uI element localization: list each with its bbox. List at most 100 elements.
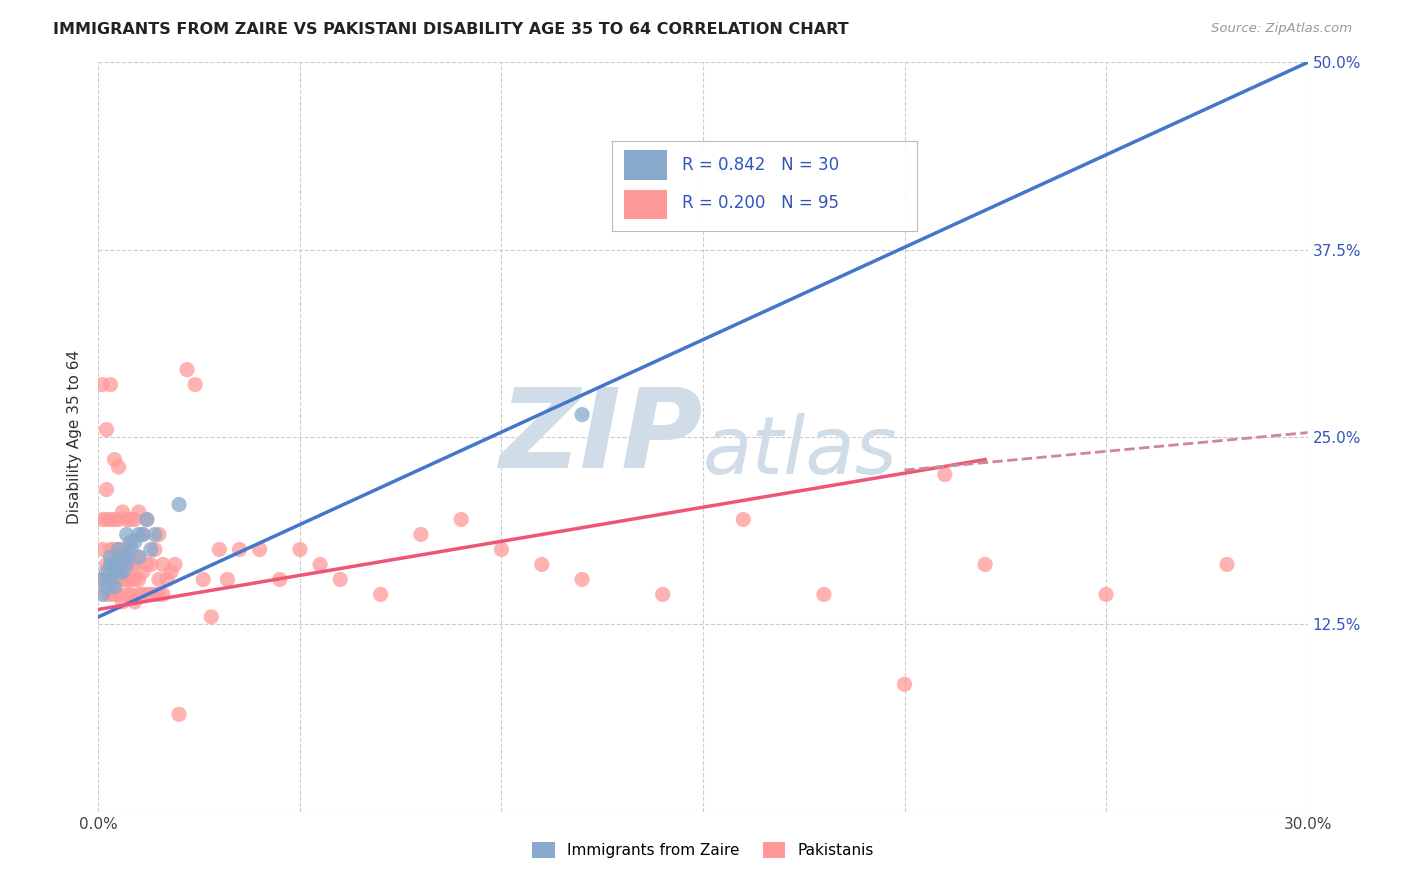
- Point: [96, 512, 118, 526]
- Point: [100, 512, 122, 526]
- Point: [115, 512, 138, 526]
- Point: [571, 408, 593, 422]
- Point: [115, 527, 138, 541]
- Point: [100, 558, 122, 572]
- Point: [651, 587, 673, 601]
- Point: [370, 587, 392, 601]
- Point: [200, 610, 222, 624]
- Point: [103, 558, 125, 572]
- Point: [103, 580, 125, 594]
- Point: [148, 587, 170, 601]
- Point: [156, 573, 179, 587]
- Point: [711, 161, 734, 175]
- Point: [111, 542, 134, 557]
- Point: [733, 512, 755, 526]
- Point: [115, 573, 138, 587]
- Text: ZIP: ZIP: [499, 384, 703, 491]
- Point: [217, 573, 239, 587]
- Point: [269, 573, 291, 587]
- Point: [176, 362, 198, 376]
- Point: [148, 527, 170, 541]
- Text: atlas: atlas: [703, 413, 898, 491]
- Point: [135, 512, 157, 526]
- Point: [893, 677, 915, 691]
- Point: [107, 542, 129, 557]
- Point: [91, 377, 114, 392]
- Point: [132, 527, 155, 541]
- Point: [163, 558, 186, 572]
- Point: [143, 542, 166, 557]
- Point: [128, 505, 150, 519]
- Point: [91, 573, 114, 587]
- Point: [193, 573, 215, 587]
- Point: [100, 587, 122, 601]
- Point: [143, 527, 166, 541]
- Point: [491, 542, 513, 557]
- Point: [139, 587, 162, 601]
- Point: [167, 707, 190, 722]
- Point: [120, 535, 142, 549]
- Point: [309, 558, 332, 572]
- Point: [152, 558, 174, 572]
- Point: [135, 558, 157, 572]
- Point: [107, 573, 129, 587]
- Point: [91, 542, 114, 557]
- Point: [934, 467, 956, 482]
- Point: [124, 595, 146, 609]
- Point: [111, 565, 134, 579]
- Bar: [624, 190, 666, 219]
- Point: [124, 535, 146, 549]
- Point: [228, 542, 250, 557]
- Point: [103, 512, 125, 526]
- Point: [107, 587, 129, 601]
- Point: [107, 558, 129, 572]
- Point: [135, 587, 157, 601]
- Point: [115, 542, 138, 557]
- Point: [120, 512, 142, 526]
- Text: R = 0.842   N = 30: R = 0.842 N = 30: [682, 156, 839, 174]
- Point: [152, 587, 174, 601]
- Point: [115, 549, 138, 564]
- Point: [111, 549, 134, 564]
- Point: [100, 377, 122, 392]
- Point: [111, 505, 134, 519]
- Point: [96, 573, 118, 587]
- Point: [128, 549, 150, 564]
- Point: [103, 558, 125, 572]
- Point: [530, 558, 553, 572]
- Point: [96, 423, 118, 437]
- Point: [103, 565, 125, 579]
- Point: [184, 377, 207, 392]
- Point: [120, 558, 142, 572]
- Point: [813, 587, 835, 601]
- Point: [124, 573, 146, 587]
- Point: [103, 542, 125, 557]
- Point: [450, 512, 472, 526]
- Point: [103, 573, 125, 587]
- Point: [132, 565, 155, 579]
- Point: [115, 558, 138, 572]
- Point: [96, 565, 118, 579]
- Point: [132, 527, 155, 541]
- Legend: Immigrants from Zaire, Pakistanis: Immigrants from Zaire, Pakistanis: [526, 836, 880, 864]
- Point: [120, 573, 142, 587]
- Point: [571, 573, 593, 587]
- Point: [100, 573, 122, 587]
- Point: [120, 542, 142, 557]
- Point: [167, 498, 190, 512]
- Point: [96, 587, 118, 601]
- Point: [100, 573, 122, 587]
- Point: [329, 573, 352, 587]
- Point: [91, 587, 114, 601]
- Point: [128, 573, 150, 587]
- Point: [974, 558, 997, 572]
- Point: [1216, 558, 1239, 572]
- Point: [208, 542, 231, 557]
- Point: [120, 587, 142, 601]
- Point: [96, 483, 118, 497]
- Point: [100, 549, 122, 564]
- Point: [107, 460, 129, 475]
- Point: [128, 527, 150, 541]
- Point: [111, 558, 134, 572]
- Point: [139, 558, 162, 572]
